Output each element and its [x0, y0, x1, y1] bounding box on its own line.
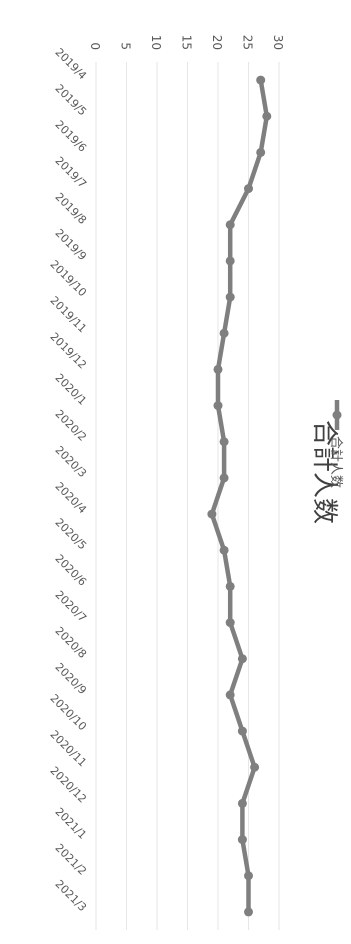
y-tick-label: 30 — [271, 35, 285, 50]
x-tick-label: 2020/1 — [53, 371, 90, 408]
data-point-2019-10 — [225, 292, 235, 302]
x-tick-label: 2020/3 — [53, 443, 90, 480]
x-tick-label: 2019/8 — [53, 190, 90, 227]
x-tick-label: 2021/2 — [53, 841, 90, 878]
x-tick-label: 2020/2 — [53, 407, 90, 444]
data-point-2020-2 — [219, 437, 229, 447]
x-tick-label: 2020/12 — [48, 764, 90, 806]
legend-label: 合計人数 — [328, 436, 344, 488]
x-tick-label: 2019/10 — [48, 258, 90, 300]
y-tick-label: 0 — [88, 42, 102, 50]
data-point-2020-6 — [225, 581, 235, 591]
x-tick-label: 2021/3 — [53, 877, 90, 914]
data-point-2019-12 — [213, 364, 223, 374]
legend-marker — [332, 410, 342, 420]
x-tick-label: 2019/7 — [53, 154, 90, 191]
data-point-2021-3 — [244, 907, 253, 917]
data-point-2019-5 — [262, 111, 272, 121]
y-tick-label: 20 — [210, 35, 224, 50]
chart-title: 合計人数 — [309, 420, 339, 524]
x-tick-label: 2019/5 — [53, 82, 90, 119]
data-point-2020-12 — [237, 798, 247, 808]
data-point-2019-11 — [219, 328, 229, 338]
data-point-2020-8 — [237, 654, 247, 664]
x-tick-label: 2020/10 — [48, 692, 90, 734]
data-point-2021-2 — [244, 871, 253, 881]
y-tick-label: 25 — [241, 35, 255, 50]
data-point-2020-9 — [225, 690, 235, 700]
data-point-2020-11 — [250, 762, 260, 772]
x-tick-label: 2020/6 — [53, 552, 90, 589]
data-point-2020-4 — [207, 509, 217, 519]
x-tick-label: 2019/6 — [53, 118, 90, 155]
series-line — [209, 77, 270, 915]
x-tick-label: 2019/4 — [53, 46, 90, 83]
x-tick-label: 2020/11 — [48, 728, 90, 770]
y-axis-ticks: 0 5 10 15 20 25 30 — [88, 35, 285, 50]
x-tick-label: 2020/7 — [53, 588, 90, 625]
data-point-2020-3 — [219, 473, 229, 483]
x-tick-label: 2019/12 — [48, 330, 90, 372]
x-tick-label: 2021/1 — [53, 805, 90, 842]
x-tick-label: 2020/4 — [53, 480, 90, 517]
data-point-2021-1 — [237, 835, 247, 845]
gridlines — [95, 62, 280, 930]
x-tick-label: 2019/11 — [48, 294, 90, 336]
data-point-2020-10 — [237, 726, 247, 736]
x-axis-ticks: 2019/42019/52019/62019/72019/82019/92019… — [48, 46, 90, 914]
y-tick-label: 15 — [180, 35, 194, 50]
y-tick-label: 10 — [149, 35, 163, 50]
data-point-2020-1 — [213, 401, 223, 411]
series-points — [207, 75, 272, 917]
x-tick-label: 2020/5 — [53, 516, 90, 553]
data-point-2019-4 — [256, 75, 266, 85]
data-point-2019-9 — [225, 256, 235, 266]
data-point-2019-6 — [256, 147, 266, 157]
data-point-2020-5 — [219, 545, 229, 555]
legend: 合計人数 — [328, 400, 344, 488]
data-point-2019-7 — [244, 184, 253, 194]
data-point-2020-7 — [225, 618, 235, 628]
chart-rotated-group: 0 5 10 15 20 25 30 2019/42019/52019/62019/7201… — [48, 35, 344, 930]
data-point-2019-8 — [225, 220, 235, 230]
x-tick-label: 2020/8 — [53, 624, 90, 661]
y-tick-label: 5 — [119, 42, 133, 50]
